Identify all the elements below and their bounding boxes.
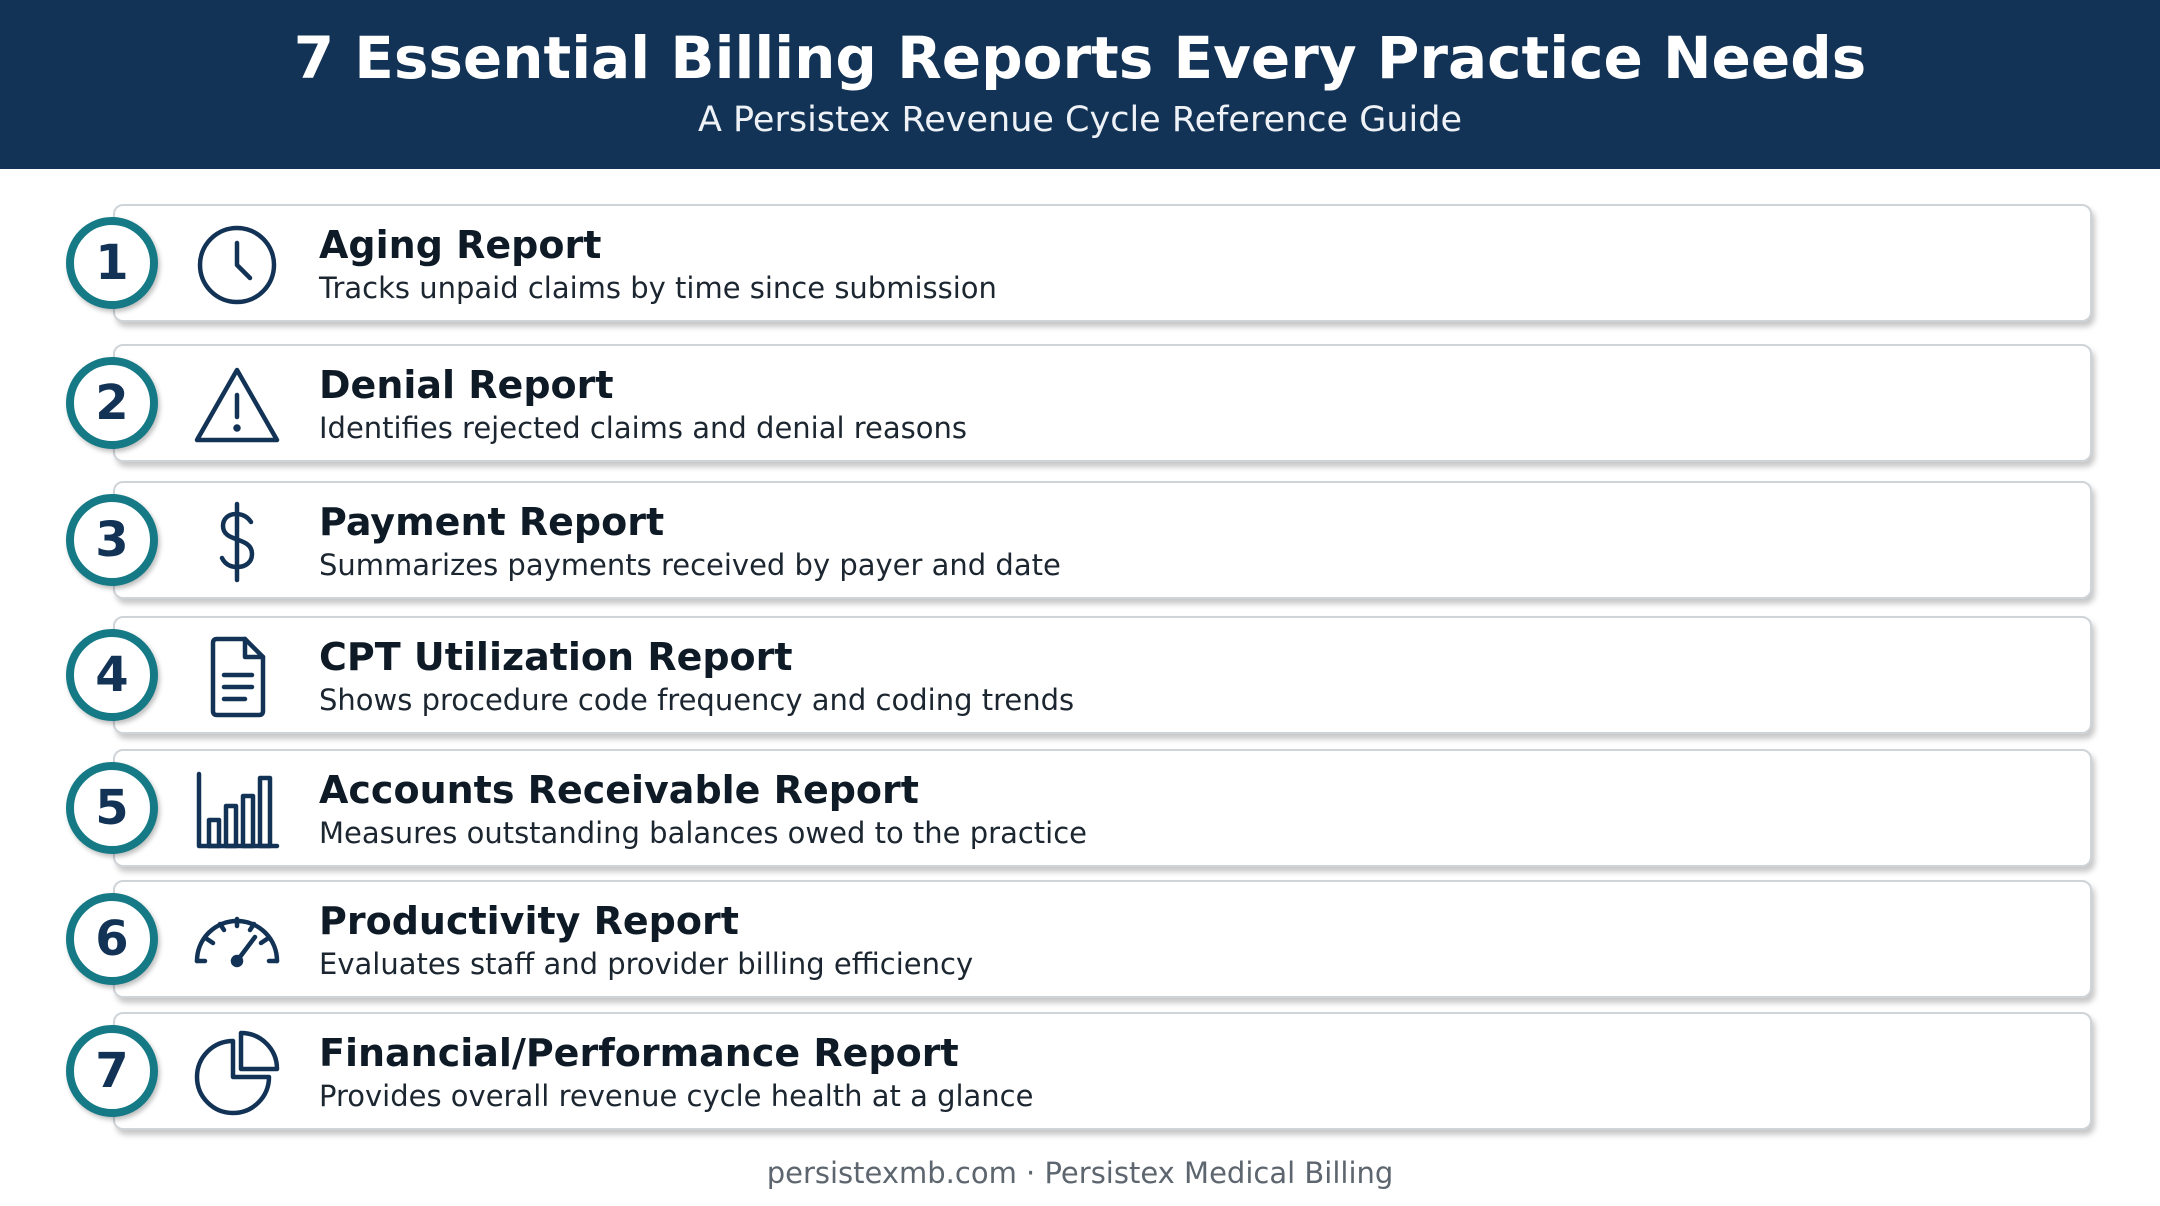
report-title: Productivity Report bbox=[319, 899, 739, 943]
page-title: 7 Essential Billing Reports Every Practi… bbox=[293, 24, 1867, 92]
report-title: Accounts Receivable Report bbox=[319, 768, 919, 812]
report-row-accounts-receivable: 5 Accounts Receivable Report Measures ou… bbox=[0, 749, 2160, 867]
report-description: Tracks unpaid claims by time since submi… bbox=[319, 271, 997, 305]
report-description: Shows procedure code frequency and codin… bbox=[319, 683, 1075, 717]
report-description: Evaluates staff and provider billing eff… bbox=[319, 947, 974, 981]
report-row-denial: 2 Denial Report Identifies rejected clai… bbox=[0, 344, 2160, 462]
number-badge: 1 bbox=[66, 217, 158, 309]
report-card bbox=[113, 344, 2092, 462]
report-card bbox=[113, 749, 2092, 867]
report-card bbox=[113, 880, 2092, 998]
report-card bbox=[113, 616, 2092, 734]
report-title: Aging Report bbox=[319, 223, 602, 267]
report-title: CPT Utilization Report bbox=[319, 635, 793, 679]
report-description: Identifies rejected claims and denial re… bbox=[319, 411, 968, 445]
number-badge: 6 bbox=[66, 893, 158, 985]
document-icon bbox=[193, 633, 281, 721]
report-card bbox=[113, 1012, 2092, 1130]
report-card bbox=[113, 204, 2092, 322]
header-banner: 7 Essential Billing Reports Every Practi… bbox=[0, 0, 2160, 169]
page-subtitle: A Persistex Revenue Cycle Reference Guid… bbox=[697, 100, 1462, 140]
footer-text: persistexmb.com · Persistex Medical Bill… bbox=[766, 1156, 1394, 1190]
report-title: Financial/Performance Report bbox=[319, 1031, 959, 1075]
number-badge: 2 bbox=[66, 357, 158, 449]
number-badge: 3 bbox=[66, 494, 158, 586]
report-description: Provides overall revenue cycle health at… bbox=[319, 1079, 1034, 1113]
gauge-icon bbox=[193, 897, 281, 985]
warning-icon bbox=[193, 361, 281, 449]
report-row-payment: 3 Payment Report Summarizes payments rec… bbox=[0, 481, 2160, 599]
clock-icon bbox=[193, 221, 281, 309]
pie-chart-icon bbox=[193, 1029, 281, 1117]
number-badge: 7 bbox=[66, 1025, 158, 1117]
report-title: Denial Report bbox=[319, 363, 614, 407]
report-row-productivity: 6 Productivity Report Evaluates staff an… bbox=[0, 880, 2160, 998]
bar-chart-icon bbox=[193, 766, 281, 854]
report-description: Summarizes payments received by payer an… bbox=[319, 548, 1061, 582]
report-row-financial-performance: 7 Financial/Performance Report Provides … bbox=[0, 1012, 2160, 1130]
report-card bbox=[113, 481, 2092, 599]
report-row-aging: 1 Aging Report Tracks unpaid claims by t… bbox=[0, 204, 2160, 322]
dollar-icon bbox=[193, 498, 281, 586]
number-badge: 5 bbox=[66, 762, 158, 854]
number-badge: 4 bbox=[66, 629, 158, 721]
report-title: Payment Report bbox=[319, 500, 665, 544]
report-row-cpt: 4 CPT Utilization Report Shows procedure… bbox=[0, 616, 2160, 734]
report-description: Measures outstanding balances owed to th… bbox=[319, 816, 1088, 850]
